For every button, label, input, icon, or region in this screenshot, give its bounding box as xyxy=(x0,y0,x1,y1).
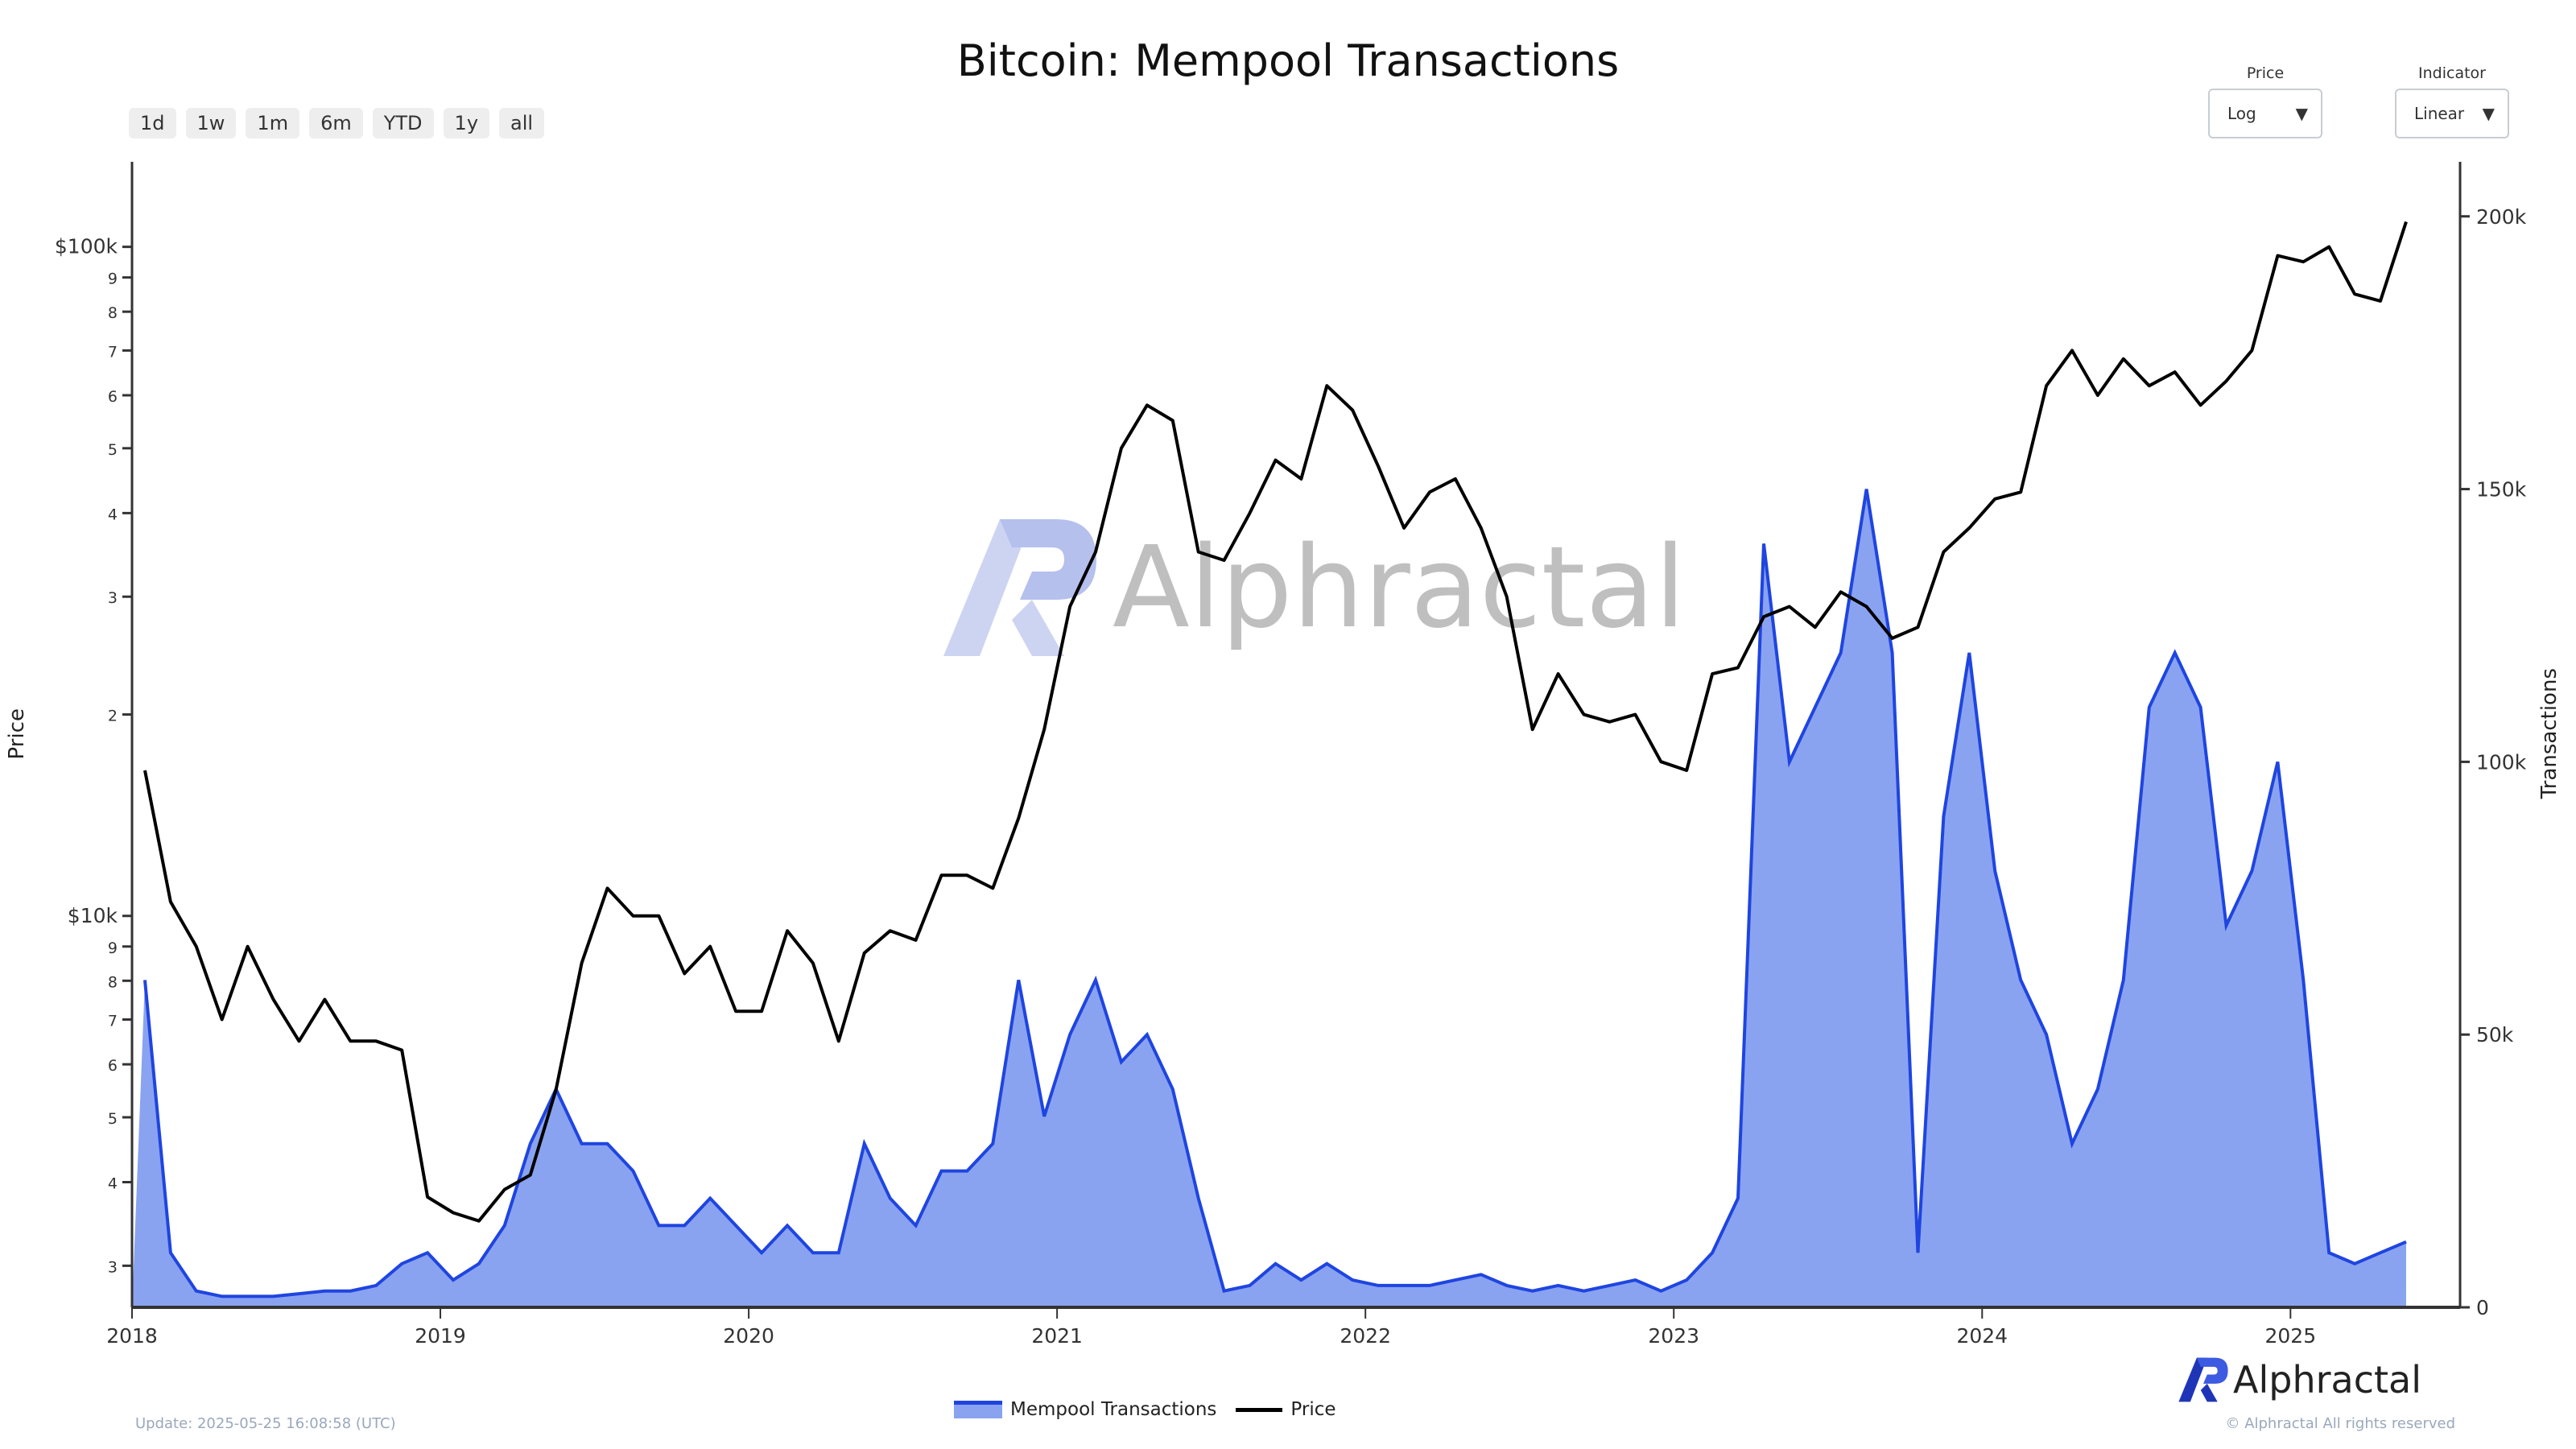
range-all-button[interactable]: all xyxy=(499,108,545,138)
legend-mempool-label[interactable]: Mempool Transactions xyxy=(1010,1399,1217,1420)
y-left-tick-label: $100k xyxy=(55,235,118,258)
price-scale-dropdown: Price Log ▼ xyxy=(2208,64,2322,138)
range-1w-button[interactable]: 1w xyxy=(185,108,237,138)
y-left-tick-label: 9 xyxy=(108,270,118,288)
caret-down-icon: ▼ xyxy=(2482,104,2495,123)
range-1d-button[interactable]: 1d xyxy=(129,108,176,138)
range-1y-button[interactable]: 1y xyxy=(443,108,490,138)
y-left-tick-label: 7 xyxy=(108,343,118,361)
y-left-tick-label: 3 xyxy=(108,589,118,607)
legend-price-label[interactable]: Price xyxy=(1290,1399,1336,1420)
y-left-tick-label: 4 xyxy=(108,1175,118,1193)
x-tick-label: 2024 xyxy=(1956,1324,2008,1348)
indicator-scale-value: Linear xyxy=(2414,104,2465,123)
price-scale-label: Price xyxy=(2246,64,2285,82)
logo-text: Alphractal xyxy=(2233,1358,2421,1402)
y-left-tick-label: 5 xyxy=(108,1110,118,1128)
y-left-tick-label: 9 xyxy=(108,939,118,957)
price-scale-select[interactable]: Log ▼ xyxy=(2208,89,2322,138)
brand-logo: Alphractal xyxy=(2178,1356,2421,1404)
indicator-scale-dropdown: Indicator Linear ▼ xyxy=(2395,64,2509,138)
y-left-tick-label: 7 xyxy=(108,1013,118,1030)
y-right-tick-label: 50k xyxy=(2476,1023,2514,1046)
y-left-tick-label: 8 xyxy=(108,973,118,991)
y-left-tick-label: 6 xyxy=(108,388,118,406)
y-left-tick-label: $10k xyxy=(68,904,118,927)
y-left-tick-label: 4 xyxy=(108,506,118,523)
copyright: © Alphractal All rights reserved xyxy=(2225,1415,2455,1432)
legend-price-swatch[interactable] xyxy=(1236,1407,1283,1412)
y-right-tick-label: 150k xyxy=(2476,478,2527,502)
range-1m-button[interactable]: 1m xyxy=(246,108,300,138)
x-tick-label: 2025 xyxy=(2265,1324,2317,1348)
update-timestamp: Update: 2025-05-25 16:08:58 (UTC) xyxy=(135,1415,396,1432)
y-left-tick-label: 8 xyxy=(108,304,118,322)
chart-title: Bitcoin: Mempool Transactions xyxy=(956,35,1620,86)
indicator-scale-label: Indicator xyxy=(2418,64,2486,82)
alphractal-logo-icon xyxy=(2178,1357,2228,1402)
legend: Mempool Transactions Price xyxy=(954,1399,1336,1420)
y-right-tick-label: 100k xyxy=(2476,750,2527,774)
indicator-scale-select[interactable]: Linear ▼ xyxy=(2395,89,2509,138)
x-tick-label: 2022 xyxy=(1340,1324,1391,1348)
x-tick-label: 2019 xyxy=(415,1324,466,1348)
price-scale-value: Log xyxy=(2227,104,2256,123)
y-left-tick-label: 2 xyxy=(108,708,118,725)
mempool-line xyxy=(143,489,2407,1298)
price-line xyxy=(143,221,2408,1223)
x-tick-label: 2023 xyxy=(1648,1324,1699,1348)
x-tick-label: 2020 xyxy=(723,1324,774,1348)
y-right-tick-label: 200k xyxy=(2476,205,2527,229)
y-left-tick-label: 5 xyxy=(108,441,118,459)
mempool-area xyxy=(132,489,2406,1307)
range-selector: 1d 1w 1m 6m YTD 1y all xyxy=(129,108,545,138)
y-left-tick-label: 6 xyxy=(108,1057,118,1075)
legend-mempool-swatch[interactable] xyxy=(954,1401,1002,1418)
x-tick-label: 2018 xyxy=(106,1324,158,1348)
y-left-axis-title: Price xyxy=(5,708,29,760)
y-right-axis-title: Transactions xyxy=(2537,668,2562,799)
range-ytd-button[interactable]: YTD xyxy=(372,108,434,138)
x-tick-label: 2021 xyxy=(1031,1324,1083,1348)
y-right-tick-label: 0 xyxy=(2476,1296,2489,1319)
caret-down-icon: ▼ xyxy=(2295,104,2308,123)
y-left-tick-label: 3 xyxy=(108,1258,118,1276)
range-6m-button[interactable]: 6m xyxy=(309,108,363,138)
